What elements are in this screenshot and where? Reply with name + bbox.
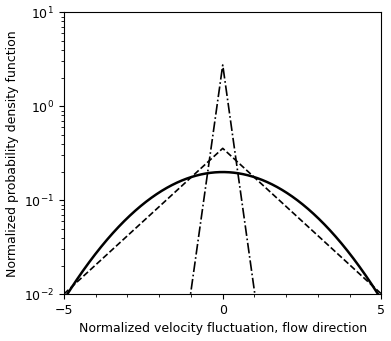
Y-axis label: Normalized probability density function: Normalized probability density function bbox=[5, 30, 18, 277]
X-axis label: Normalized velocity fluctuation, flow direction: Normalized velocity fluctuation, flow di… bbox=[79, 323, 367, 336]
